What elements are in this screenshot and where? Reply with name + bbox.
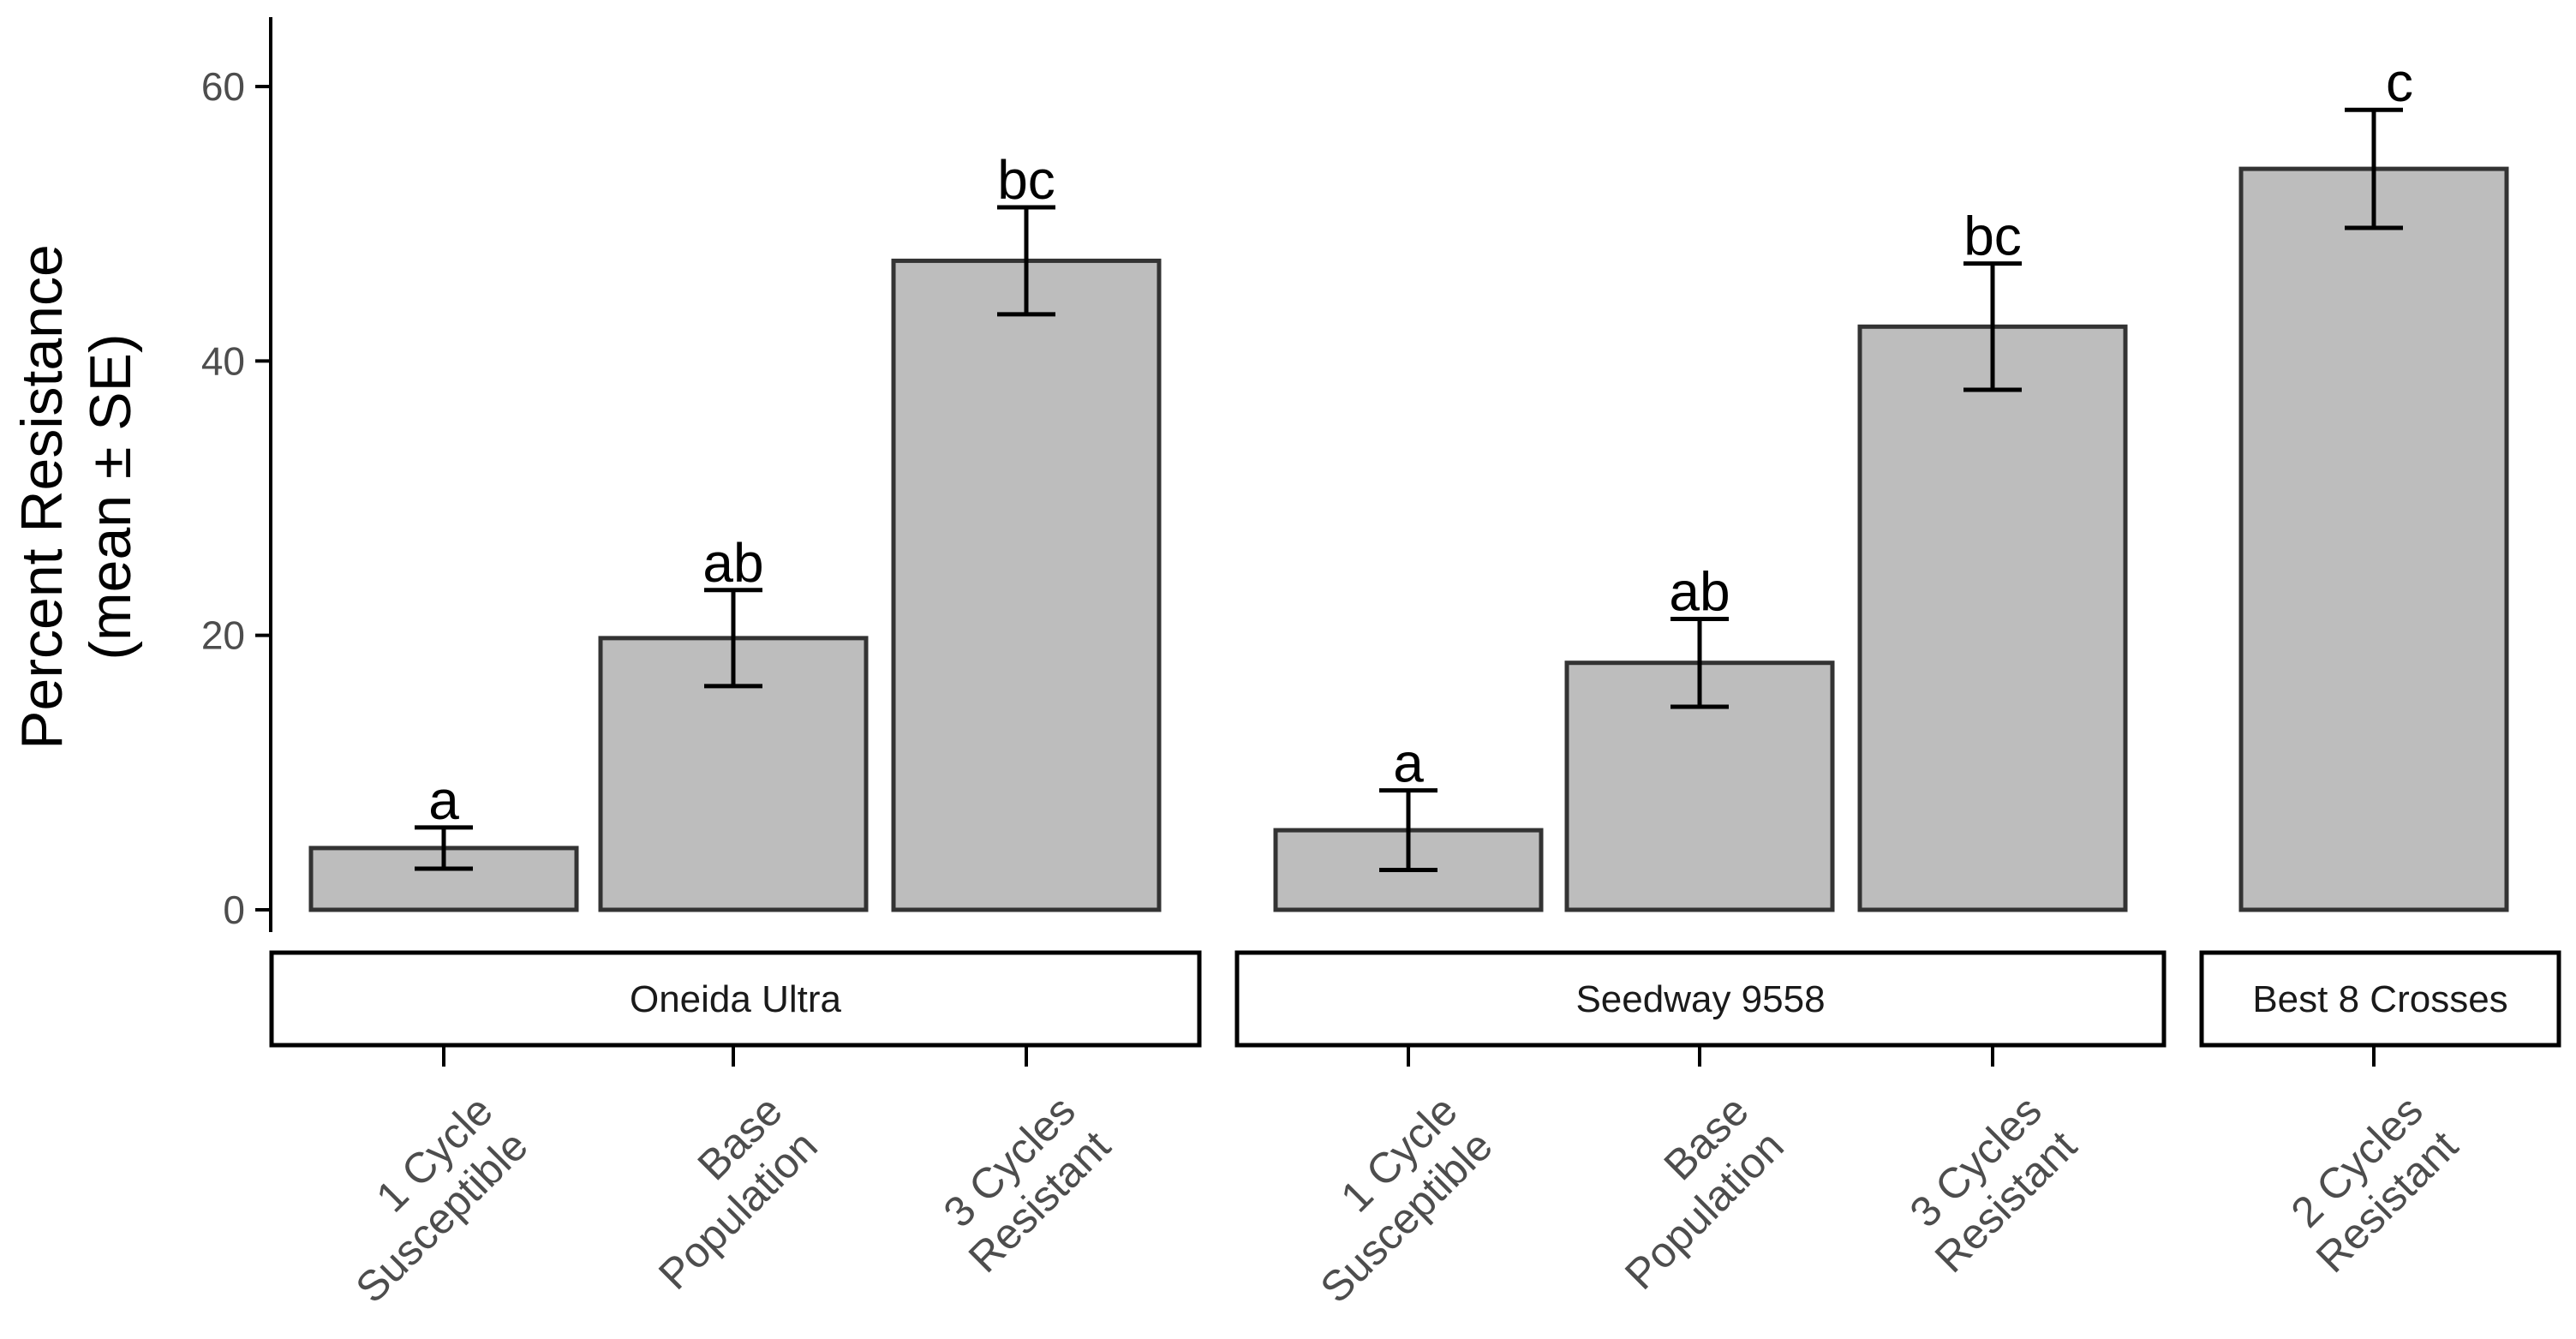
x-tick-label: 2 CyclesResistant	[2272, 1086, 2467, 1282]
x-tick-label: 3 CyclesResistant	[924, 1086, 1120, 1282]
panel: Best 8 Crosses c 2 CyclesResistant	[2199, 51, 2561, 1282]
y-axis-label-line1: Percent Resistance	[9, 244, 75, 750]
bar	[891, 258, 1162, 912]
x-tick-label: 1 CycleSusceptible	[1276, 1086, 1501, 1312]
panel: Oneida Ultra a 1 CycleSusceptible ab BasePop…	[269, 149, 1202, 1312]
x-tick-label: BasePopulation	[614, 1086, 827, 1299]
y-tick-label: 40	[201, 338, 245, 383]
facet-label: Seedway 9558	[1575, 978, 1825, 1020]
x-tick-label: 3 CyclesResistant	[1891, 1086, 2086, 1282]
panel: Seedway 9558 a 1 CycleSusceptible ab BasePop…	[1234, 206, 2167, 1312]
x-tick-label: BasePopulation	[1581, 1086, 1793, 1299]
bar	[308, 846, 579, 912]
facet-label: Best 8 Crosses	[2252, 978, 2507, 1020]
bar	[2238, 166, 2509, 912]
significance-letter: a	[428, 769, 459, 831]
y-tick-label: 0	[223, 888, 245, 932]
facet-strip	[269, 950, 1202, 1048]
x-tick-label: 1 CycleSusceptible	[311, 1086, 536, 1312]
significance-letter: ab	[702, 532, 763, 594]
y-tick-label: 60	[201, 64, 245, 109]
bar	[1857, 324, 2128, 912]
significance-letter: ab	[1669, 560, 1730, 622]
facet-label: Oneida Ultra	[630, 978, 842, 1020]
y-axis-label-line2: (mean ± SE)	[78, 333, 143, 660]
y-tick-label: 20	[201, 613, 245, 658]
significance-letter: a	[1393, 732, 1424, 794]
significance-letter: c	[2386, 51, 2413, 113]
panels: Oneida Ultra a 1 CycleSusceptible ab BasePop…	[269, 51, 2561, 1312]
significance-letter: bc	[997, 149, 1055, 211]
facet-strip	[2199, 950, 2561, 1048]
y-axis-label: Percent Resistance (mean ± SE)	[9, 244, 143, 750]
significance-letter: bc	[1963, 206, 2022, 267]
y-axis: 0 20 40 60	[201, 17, 272, 932]
